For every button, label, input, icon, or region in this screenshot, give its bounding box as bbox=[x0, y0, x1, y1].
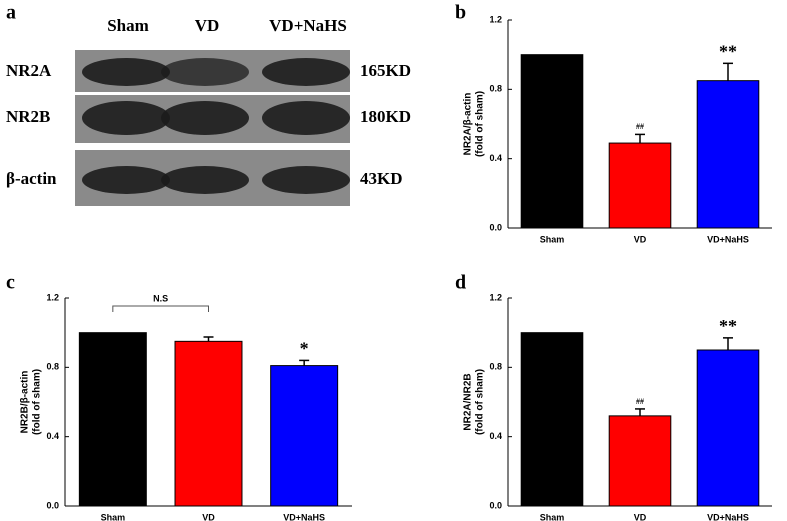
blot-band bbox=[262, 166, 350, 194]
lane-label: VD+NaHS bbox=[269, 16, 347, 35]
lane-label: Sham bbox=[107, 16, 149, 35]
significance-mark: ## bbox=[636, 122, 644, 131]
y-axis-label: NR2B/β-actin bbox=[20, 371, 31, 434]
blot-band bbox=[262, 58, 350, 86]
bar bbox=[520, 332, 584, 507]
significance-mark: ** bbox=[719, 316, 737, 336]
y-axis-label: (fold of sham) bbox=[475, 91, 486, 157]
y-tick-label: 0.0 bbox=[46, 500, 59, 510]
error-bar bbox=[299, 359, 310, 366]
protein-label: β-actin bbox=[6, 169, 57, 188]
y-axis-label: NR2A/β-actin bbox=[463, 93, 474, 156]
x-tick-label: Sham bbox=[540, 234, 565, 244]
blot-band bbox=[161, 101, 249, 135]
protein-label: NR2A bbox=[6, 61, 52, 80]
x-tick-label: VD+NaHS bbox=[707, 234, 749, 244]
significance-mark: ** bbox=[719, 41, 737, 61]
size-label: 165KD bbox=[360, 61, 411, 80]
blot-band bbox=[262, 101, 350, 135]
panel-letter: d bbox=[455, 272, 466, 294]
significance-mark: * bbox=[300, 339, 309, 359]
bar bbox=[608, 142, 672, 229]
panel-letter: c bbox=[6, 272, 15, 294]
size-label: 180KD bbox=[360, 107, 411, 126]
bracket-label: N.S bbox=[153, 293, 168, 303]
y-axis-label: (fold of sham) bbox=[475, 369, 486, 435]
x-tick-label: VD bbox=[202, 512, 215, 521]
blot-band bbox=[82, 101, 170, 135]
x-tick-label: Sham bbox=[540, 512, 565, 521]
y-tick-label: 0.4 bbox=[489, 431, 502, 441]
error-bar bbox=[203, 336, 214, 342]
blot-band bbox=[161, 58, 249, 86]
x-tick-label: VD bbox=[634, 234, 647, 244]
bar bbox=[608, 415, 672, 507]
y-tick-label: 0.4 bbox=[489, 153, 502, 163]
y-axis-label: (fold of sham) bbox=[32, 369, 43, 435]
error-bar bbox=[723, 62, 733, 81]
x-tick-label: VD+NaHS bbox=[283, 512, 325, 521]
bar bbox=[696, 349, 760, 507]
y-tick-label: 0.8 bbox=[489, 84, 502, 94]
bracket bbox=[112, 305, 209, 312]
bar bbox=[520, 54, 584, 229]
bar bbox=[78, 332, 147, 507]
y-tick-label: 0.4 bbox=[46, 431, 59, 441]
blot-band bbox=[82, 58, 170, 86]
y-tick-label: 0.8 bbox=[46, 362, 59, 372]
y-tick-label: 0.0 bbox=[489, 500, 502, 510]
y-tick-label: 1.2 bbox=[46, 292, 59, 302]
error-bar bbox=[635, 408, 645, 416]
error-bar bbox=[723, 337, 733, 350]
bar bbox=[696, 80, 760, 229]
x-tick-label: VD bbox=[634, 512, 647, 521]
x-tick-label: VD+NaHS bbox=[707, 512, 749, 521]
y-tick-label: 0.8 bbox=[489, 362, 502, 372]
protein-label: NR2B bbox=[6, 107, 50, 126]
y-tick-label: 1.2 bbox=[489, 14, 502, 24]
blot-band bbox=[82, 166, 170, 194]
error-bar bbox=[635, 133, 645, 144]
panel-letter: a bbox=[6, 2, 16, 24]
blot-band bbox=[161, 166, 249, 194]
lane-label: VD bbox=[195, 16, 220, 35]
x-tick-label: Sham bbox=[101, 512, 126, 521]
y-tick-label: 0.0 bbox=[489, 222, 502, 232]
panel-letter: b bbox=[455, 2, 466, 24]
significance-mark: ## bbox=[636, 397, 644, 406]
y-tick-label: 1.2 bbox=[489, 292, 502, 302]
bar bbox=[174, 340, 243, 507]
y-axis-label: NR2A/NR2B bbox=[463, 373, 474, 430]
size-label: 43KD bbox=[360, 169, 403, 188]
bar bbox=[270, 365, 339, 507]
